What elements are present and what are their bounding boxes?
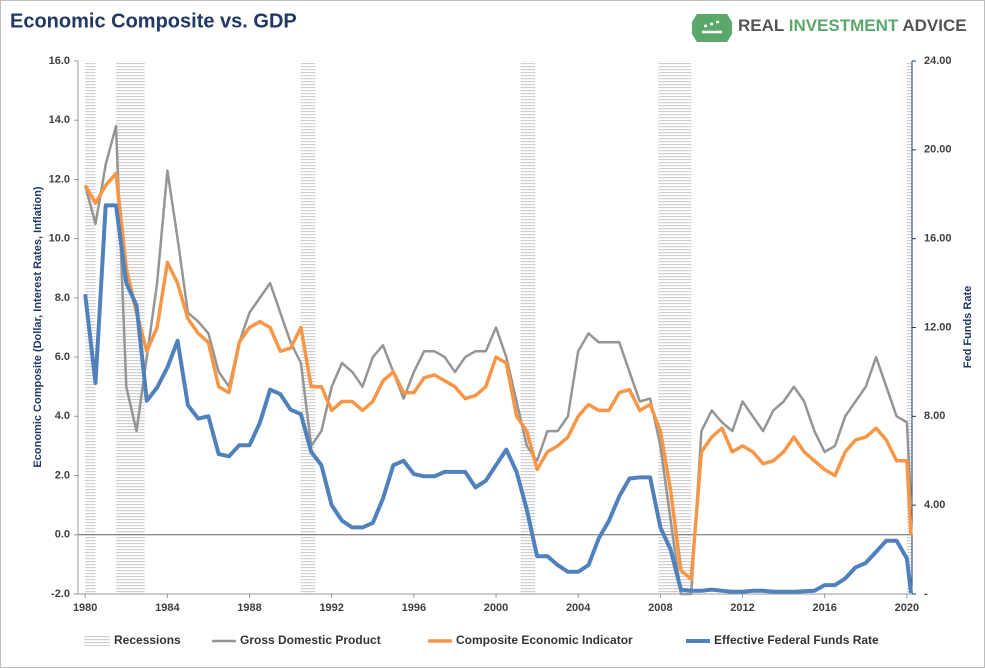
x-tick-label: 2016 xyxy=(812,602,836,614)
x-tick-label: 1996 xyxy=(402,602,426,614)
recession-band xyxy=(300,61,316,594)
x-tick-label: 1992 xyxy=(319,602,343,614)
y2-tick-label: - xyxy=(924,588,928,600)
y2-tick-label: 4.00 xyxy=(924,499,945,511)
recession-band xyxy=(520,61,536,594)
series-line xyxy=(83,171,913,581)
x-tick-label: 2004 xyxy=(566,602,591,614)
recession-band xyxy=(658,61,692,594)
logo: REAL INVESTMENT ADVICE xyxy=(692,14,967,42)
y2-tick-label: 16.00 xyxy=(924,233,952,245)
x-tick-label: 2008 xyxy=(648,602,672,614)
y2-tick-label: 8.00 xyxy=(924,410,945,422)
legend-label: Gross Domestic Product xyxy=(240,633,381,647)
y-tick-label: 12.0 xyxy=(49,173,70,185)
legend-label: Recessions xyxy=(114,633,181,647)
logo-icon xyxy=(692,14,732,42)
y2-axis-label: Fed Funds Rate xyxy=(962,286,974,369)
x-tick-label: 2000 xyxy=(484,602,508,614)
y-tick-label: 14.0 xyxy=(49,114,70,126)
chart-title: Economic Composite vs. GDP xyxy=(10,10,297,32)
y-tick-label: 16.0 xyxy=(49,55,70,67)
x-tick-label: 1988 xyxy=(237,602,261,614)
legend-label: Effective Federal Funds Rate xyxy=(714,633,879,647)
x-tick-label: 1980 xyxy=(73,602,97,614)
y2-tick-label: 12.00 xyxy=(924,321,952,333)
y-tick-label: 8.0 xyxy=(55,292,70,304)
y-tick-label: -2.0 xyxy=(51,588,70,600)
y-tick-label: 10.0 xyxy=(49,233,70,245)
logo-glyph xyxy=(702,20,722,34)
series-line xyxy=(83,203,913,594)
legend-label: Composite Economic Indicator xyxy=(456,633,633,647)
logo-word: REAL xyxy=(738,16,784,35)
x-tick-label: 1984 xyxy=(155,602,180,614)
y-tick-label: 6.0 xyxy=(55,351,70,363)
legend-swatch xyxy=(84,636,110,646)
y2-tick-label: 20.00 xyxy=(924,144,952,156)
logo-word: INVESTMENT xyxy=(789,16,899,35)
y-axis-label: Economic Composite (Dollar, Interest Rat… xyxy=(32,186,44,467)
y-tick-label: 2.0 xyxy=(55,469,70,481)
y-tick-label: 4.0 xyxy=(55,410,70,422)
x-tick-label: 2020 xyxy=(895,602,919,614)
legend: Recessions Gross Domestic Product Composit… xyxy=(84,633,879,647)
logo-word: ADVICE xyxy=(902,16,966,35)
recession-band xyxy=(906,61,912,594)
y2-tick-label: 24.00 xyxy=(924,55,952,67)
x-tick-label: 2012 xyxy=(730,602,754,614)
series-line xyxy=(83,124,913,596)
y-tick-label: 0.0 xyxy=(55,529,70,541)
logo-text: REAL INVESTMENT ADVICE xyxy=(738,16,967,35)
